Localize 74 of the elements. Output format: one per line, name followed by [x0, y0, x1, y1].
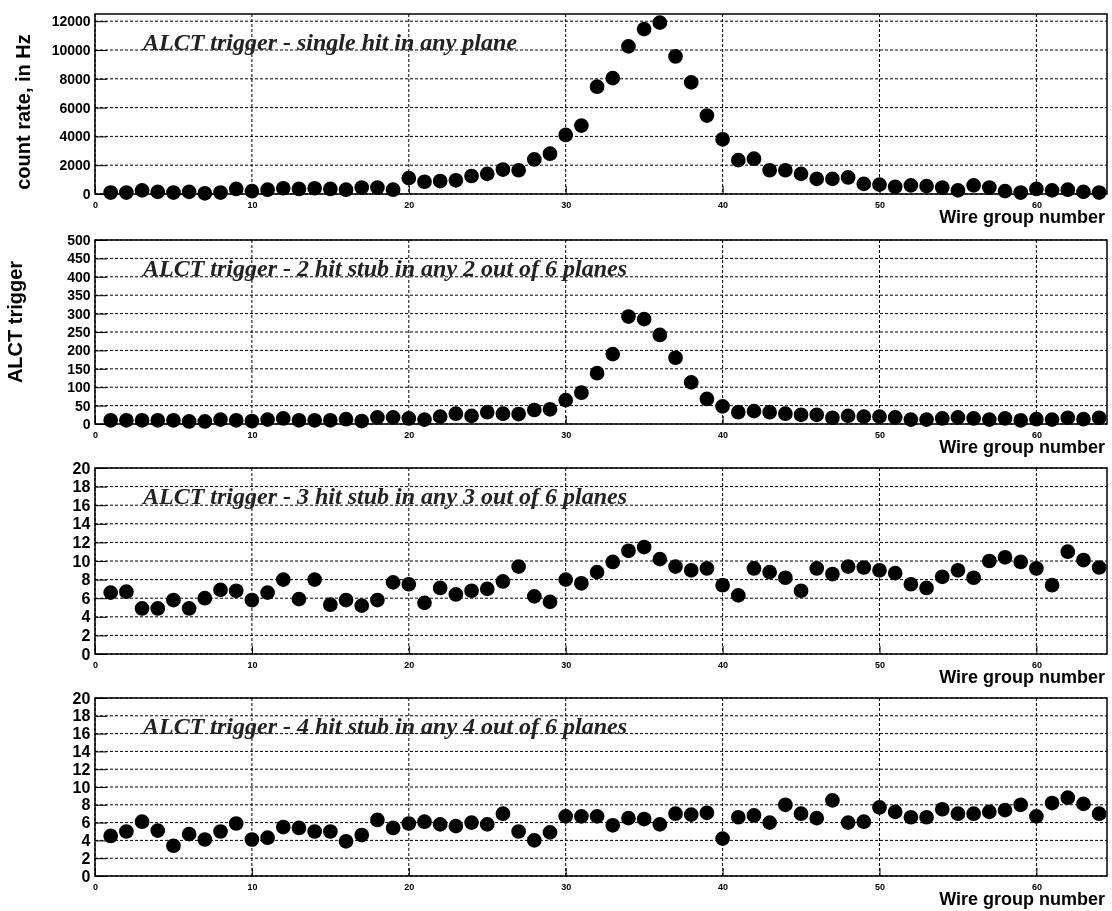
- y-tick-label: 2: [81, 627, 91, 645]
- x-tick-label: 30: [561, 429, 572, 440]
- y-tick-label: 6000: [59, 99, 91, 116]
- x-tick-label: 10: [247, 659, 258, 670]
- y-axis-title: count rate, in Hz: [12, 34, 34, 190]
- text: ALCT trigger - single hit in any plane: [141, 29, 518, 55]
- y-tick-label: 16: [72, 725, 91, 743]
- y-tick-label: 400: [67, 268, 91, 285]
- y-tick-label: 500: [67, 231, 91, 248]
- y-tick-label: 12000: [51, 13, 91, 30]
- y-tick-label: 18: [72, 707, 91, 725]
- x-tick-label: 60: [1031, 881, 1042, 892]
- y-tick-label: 2: [81, 849, 91, 867]
- y-tick-label: 12: [72, 534, 91, 552]
- y-tick-label: 20: [72, 689, 91, 707]
- y-tick-label: 18: [72, 478, 91, 496]
- x-tick-label: 30: [561, 659, 572, 670]
- x-tick-label: 40: [718, 881, 729, 892]
- y-tick-label: 450: [67, 250, 91, 267]
- y-tick-label: 50: [75, 397, 91, 414]
- y-tick-label: 14: [72, 515, 91, 533]
- x-axis-title: Wire group number: [939, 437, 1105, 457]
- x-tick-label: 0: [92, 199, 99, 210]
- y-tick-label: 10: [72, 778, 91, 796]
- y-tick-label: 8: [81, 796, 91, 814]
- x-tick-label: 0: [92, 881, 99, 892]
- y-tick-label: 14: [72, 743, 91, 761]
- y-axis-title: ALCT trigger: [4, 260, 26, 384]
- y-tick-label: 2000: [59, 157, 91, 174]
- x-tick-label: 20: [404, 429, 415, 440]
- y-tick-label: 8000: [59, 70, 91, 87]
- text: ALCT trigger - 3 hit stub in any 3 out of 6 planes: [141, 483, 628, 509]
- y-tick-label: 12: [72, 760, 91, 778]
- x-tick-label: 60: [1031, 659, 1042, 670]
- x-tick-label: 40: [718, 429, 729, 440]
- x-axis-title: Wire group number: [939, 889, 1105, 909]
- x-tick-label: 10: [247, 199, 258, 210]
- x-tick-label: 20: [404, 881, 415, 892]
- x-tick-label: 0: [92, 429, 99, 440]
- y-tick-label: 100: [67, 379, 91, 396]
- x-tick-label: 40: [718, 659, 729, 670]
- y-tick-label: 6: [81, 589, 91, 607]
- x-tick-label: 50: [874, 429, 885, 440]
- x-tick-label: 40: [718, 199, 729, 210]
- x-tick-label: 30: [561, 199, 572, 210]
- x-tick-label: 50: [874, 659, 885, 670]
- y-tick-label: 200: [67, 342, 91, 359]
- y-tick-label: 6: [81, 814, 91, 832]
- x-tick-label: 50: [874, 199, 885, 210]
- x-tick-label: 60: [1031, 199, 1042, 210]
- x-tick-label: 60: [1031, 429, 1042, 440]
- y-tick-label: 10: [72, 552, 91, 570]
- y-tick-label: 10000: [51, 41, 91, 58]
- y-tick-label: 8: [81, 571, 91, 589]
- x-axis-title: Wire group number: [939, 207, 1105, 227]
- y-tick-label: 300: [67, 305, 91, 322]
- text: ALCT trigger - 2 hit stub in any 2 out of 6 planes: [141, 255, 628, 281]
- x-tick-label: 20: [404, 659, 415, 670]
- x-axis-title: Wire group number: [939, 667, 1105, 687]
- y-tick-label: 20: [72, 459, 91, 477]
- x-tick-label: 50: [874, 881, 885, 892]
- y-tick-label: 4: [81, 608, 91, 626]
- x-tick-label: 20: [404, 199, 415, 210]
- y-tick-label: 4: [81, 832, 91, 850]
- text: ALCT trigger - 4 hit stub in any 4 out of 6 planes: [141, 713, 628, 739]
- x-tick-label: 0: [92, 659, 99, 670]
- y-tick-label: 350: [67, 287, 91, 304]
- x-tick-label: 10: [247, 881, 258, 892]
- y-tick-label: 4000: [59, 128, 91, 145]
- y-tick-label: 250: [67, 323, 91, 340]
- x-tick-label: 30: [561, 881, 572, 892]
- x-tick-label: 10: [247, 429, 258, 440]
- y-tick-label: 16: [72, 496, 91, 514]
- y-tick-label: 150: [67, 360, 91, 377]
